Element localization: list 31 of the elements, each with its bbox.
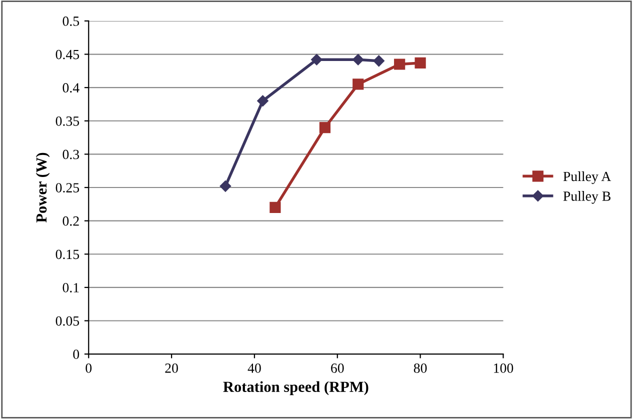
y-tick-label: 0.15 xyxy=(56,250,80,260)
y-tick-label: 0.3 xyxy=(62,150,80,160)
x-axis-title: Rotation speed (RPM) xyxy=(223,381,368,396)
y-tick-label: 0.4 xyxy=(62,83,80,93)
point xyxy=(270,202,281,214)
x-tick-label: 20 xyxy=(165,363,178,373)
point xyxy=(394,58,406,70)
y-tick-label: 0 xyxy=(73,350,80,360)
y-tick-label: 0.2 xyxy=(62,216,79,226)
legend-label: Pulley B xyxy=(563,191,610,204)
y-tick-label: 0.1 xyxy=(62,283,79,292)
point xyxy=(373,55,384,67)
legend-label: Pulley A xyxy=(563,171,612,184)
point xyxy=(414,57,426,68)
y-tick-label: 0.5 xyxy=(62,16,80,26)
point xyxy=(220,180,232,192)
x-tick-label: 0 xyxy=(86,363,92,373)
point xyxy=(311,54,322,66)
y-axis-title: Power (W) xyxy=(36,152,50,223)
point xyxy=(352,78,364,90)
point xyxy=(352,54,364,66)
x-tick-label: 80 xyxy=(414,363,427,373)
x-tick-label: 60 xyxy=(331,363,344,373)
y-tick-label: 0.45 xyxy=(56,50,80,60)
point xyxy=(319,122,331,134)
y-tick-label: 0.05 xyxy=(56,316,80,326)
x-tick-label: 40 xyxy=(248,363,261,373)
x-tick-label: 100 xyxy=(494,363,514,373)
point xyxy=(257,95,268,106)
y-tick-label: 0.35 xyxy=(56,116,80,126)
y-tick-label: 0.25 xyxy=(56,183,80,193)
